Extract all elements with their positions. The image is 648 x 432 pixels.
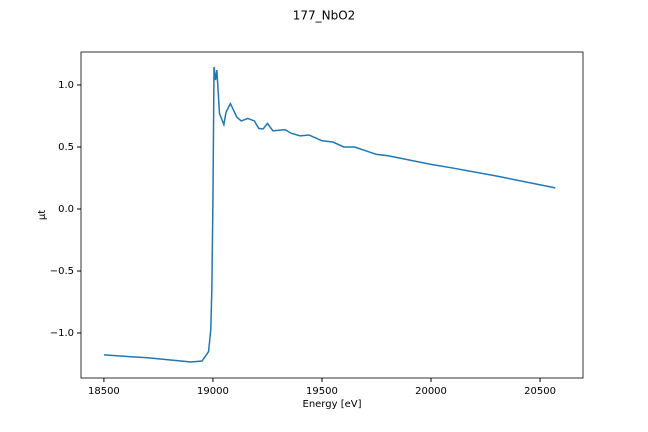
chart-title: 177_NbO2	[293, 9, 356, 23]
x-tick-label: 19500	[306, 386, 338, 397]
data-line	[103, 66, 556, 363]
y-tick-label: 0.0	[58, 204, 74, 215]
y-tick-label: −1.0	[50, 328, 74, 339]
x-tick-label: 18500	[88, 386, 120, 397]
x-tick-label: 20500	[524, 386, 556, 397]
y-tick-label: 1.0	[58, 80, 74, 91]
x-axis-label: Energy [eV]	[303, 399, 362, 410]
x-tick-label: 20000	[415, 386, 447, 397]
plot-frame	[80, 51, 584, 379]
y-tick-label: 0.5	[58, 142, 74, 153]
y-axis-label: μt	[37, 210, 48, 220]
x-tick-label: 19000	[197, 386, 229, 397]
y-tick-label: −0.5	[50, 266, 74, 277]
